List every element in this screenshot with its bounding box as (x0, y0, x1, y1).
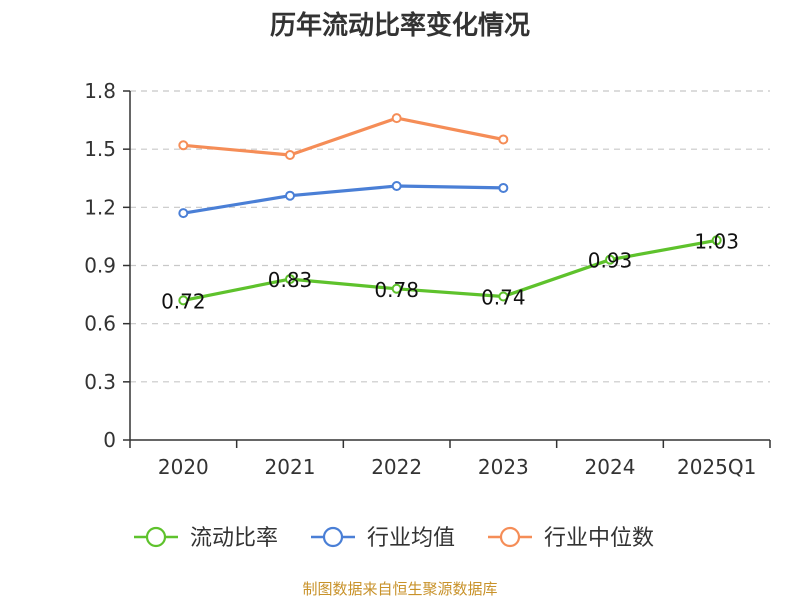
y-tick-label: 0.6 (84, 312, 116, 336)
y-tick-label: 0.9 (84, 254, 116, 278)
x-tick-label: 2022 (371, 455, 422, 479)
legend-item-current-ratio[interactable]: 流动比率 (134, 526, 278, 551)
legend-label: 流动比率 (190, 526, 278, 551)
x-tick-label: 2024 (585, 455, 636, 479)
data-label: 0.93 (588, 249, 633, 273)
legend-item-industry-median[interactable]: 行业中位数 (488, 526, 654, 551)
data-point[interactable] (285, 149, 295, 160)
y-tick-label: 1.8 (84, 79, 116, 103)
gridlines (130, 90, 770, 383)
legend-label: 行业均值 (367, 526, 455, 551)
data-point[interactable] (391, 181, 402, 192)
legend-marker-icon (145, 526, 167, 548)
legend-item-industry-mean[interactable]: 行业均值 (311, 526, 455, 551)
data-point[interactable] (498, 291, 509, 302)
data-point[interactable] (391, 283, 402, 294)
data-label: 0.74 (481, 286, 526, 310)
data-point[interactable] (178, 140, 189, 151)
legend[interactable]: 流动比率 行业均值 行业中位数 (134, 526, 654, 551)
series-line-current-ratio (182, 238, 717, 302)
legend-marker-icon (322, 526, 344, 548)
y-tick-label: 0.3 (84, 370, 116, 394)
data-point[interactable] (498, 182, 509, 193)
y-tick-label: 1.2 (84, 195, 116, 219)
x-tick-label: 2020 (158, 455, 209, 479)
y-tick-label: 1.5 (84, 137, 116, 161)
data-point[interactable] (711, 235, 722, 246)
x-tick-label: 2021 (265, 455, 316, 479)
data-point[interactable] (498, 134, 509, 145)
series-line-industry-mean (183, 184, 504, 215)
data-point[interactable] (178, 208, 189, 219)
data-labels: 0.72 0.83 0.78 0.74 0.93 1.03 (161, 229, 739, 313)
data-label: 0.72 (161, 289, 206, 313)
axes: 0 0.3 0.6 0.9 1.2 1.5 1.8 2020 2021 2022 2023 2024 2… (84, 79, 771, 479)
data-label: 0.78 (374, 278, 419, 302)
data-label: 1.03 (694, 229, 739, 253)
legend-marker-icon (499, 526, 521, 548)
y-tick-label: 0 (103, 428, 116, 452)
x-tick-label: 2023 (478, 455, 529, 479)
x-tick-label: 2025Q1 (677, 455, 756, 479)
chart-title: 历年流动比率变化情况 (270, 10, 530, 41)
data-point[interactable] (391, 113, 402, 124)
series-lines (178, 113, 722, 306)
source-note: 制图数据来自恒生聚源数据库 (302, 580, 497, 598)
series-line-industry-median (183, 116, 504, 157)
data-point[interactable] (285, 274, 295, 285)
data-point[interactable] (285, 190, 295, 201)
legend-label: 行业中位数 (544, 526, 654, 551)
data-label: 0.83 (268, 268, 313, 292)
data-point[interactable] (178, 295, 189, 306)
data-point[interactable] (605, 254, 615, 265)
